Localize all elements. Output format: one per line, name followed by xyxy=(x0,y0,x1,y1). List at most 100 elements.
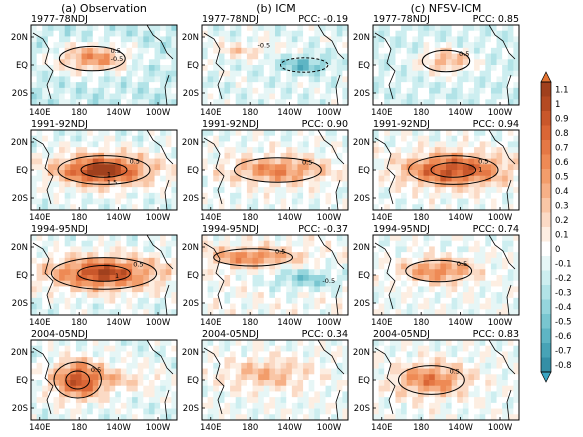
sst-cell xyxy=(70,362,77,369)
sst-cell xyxy=(42,192,49,199)
sst-cell xyxy=(263,357,270,364)
sst-cell xyxy=(479,53,486,60)
sst-cell xyxy=(286,303,293,310)
sst-cell xyxy=(479,198,486,205)
sst-cell xyxy=(412,25,419,32)
sst-cell xyxy=(457,187,464,194)
sst-cell xyxy=(64,70,71,77)
sst-cell xyxy=(286,70,293,77)
sst-cell xyxy=(218,391,225,398)
sst-cell xyxy=(406,408,413,415)
sst-cell xyxy=(429,297,436,304)
sst-cell xyxy=(502,164,509,171)
sst-cell xyxy=(314,414,321,421)
sst-cell xyxy=(423,93,430,100)
sst-cell xyxy=(53,280,60,287)
sst-cell xyxy=(160,59,167,66)
sst-cell xyxy=(496,36,503,43)
sst-cell xyxy=(70,47,77,54)
sst-cell xyxy=(87,170,94,177)
sst-cell xyxy=(275,70,282,77)
sst-cell xyxy=(81,351,88,358)
sst-cell xyxy=(224,36,231,43)
sst-cell xyxy=(42,385,49,392)
sst-cell xyxy=(297,47,304,54)
sst-cell xyxy=(308,309,315,316)
sst-cell xyxy=(269,240,276,247)
panel-pcc-label: PCC: 0.74 xyxy=(473,224,519,235)
sst-cell xyxy=(395,391,402,398)
sst-cell xyxy=(485,235,492,242)
sst-cell xyxy=(59,297,66,304)
sst-cell xyxy=(325,70,332,77)
sst-cell xyxy=(479,147,486,154)
sst-cell xyxy=(87,42,94,49)
sst-cell xyxy=(47,345,54,352)
sst-cell xyxy=(423,240,430,247)
sst-cell xyxy=(423,414,430,421)
sst-cell xyxy=(389,147,396,154)
sst-cell xyxy=(325,99,332,106)
sst-cell xyxy=(104,380,111,387)
sst-cell xyxy=(275,181,282,188)
sst-cell xyxy=(75,235,82,242)
sst-cell xyxy=(143,391,150,398)
sst-cell xyxy=(462,175,469,182)
sst-cell xyxy=(406,158,413,165)
sst-cell xyxy=(507,345,514,352)
sst-cell xyxy=(31,204,38,211)
sst-cell xyxy=(109,340,116,347)
coastline-east xyxy=(317,129,345,211)
sst-cell xyxy=(160,351,167,358)
sst-cell xyxy=(269,345,276,352)
sst-cell xyxy=(378,368,385,375)
sst-cell xyxy=(297,175,304,182)
sst-cell xyxy=(275,340,282,347)
sst-cell xyxy=(406,368,413,375)
sst-cell xyxy=(258,362,265,369)
sst-cell xyxy=(246,158,253,165)
sst-cell xyxy=(224,385,231,392)
sst-cell xyxy=(384,130,391,137)
sst-cell xyxy=(373,70,380,77)
sst-cell xyxy=(75,252,82,259)
sst-cell xyxy=(53,297,60,304)
sst-cell xyxy=(485,147,492,154)
sst-cell xyxy=(297,362,304,369)
sst-cell xyxy=(252,192,259,199)
sst-cell xyxy=(457,275,464,282)
sst-cell xyxy=(47,198,54,205)
sst-cell xyxy=(490,53,497,60)
sst-cell xyxy=(104,99,111,106)
sst-cell xyxy=(53,187,60,194)
sst-cell xyxy=(235,30,242,37)
sst-cell xyxy=(303,158,310,165)
sst-cell xyxy=(31,391,38,398)
sst-cell xyxy=(286,275,293,282)
sst-cell xyxy=(252,93,259,100)
sst-cell xyxy=(384,340,391,347)
sst-cell xyxy=(496,235,503,242)
sst-cell xyxy=(479,240,486,247)
sst-cell xyxy=(143,42,150,49)
sst-cell xyxy=(154,187,161,194)
sst-cell xyxy=(81,235,88,242)
sst-cell xyxy=(269,252,276,259)
sst-cell xyxy=(165,30,172,37)
sst-cell xyxy=(286,198,293,205)
sst-cell xyxy=(64,192,71,199)
sst-cell xyxy=(148,65,155,72)
sst-cell xyxy=(104,240,111,247)
sst-cell xyxy=(429,246,436,253)
sst-cell xyxy=(171,263,178,270)
sst-cell xyxy=(384,181,391,188)
sst-cell xyxy=(297,36,304,43)
sst-cell xyxy=(81,158,88,165)
sst-cell xyxy=(468,82,475,89)
sst-cell xyxy=(126,402,133,409)
sst-cell xyxy=(297,408,304,415)
sst-cell xyxy=(132,240,139,247)
sst-cell xyxy=(325,297,332,304)
sst-cell xyxy=(507,25,514,32)
